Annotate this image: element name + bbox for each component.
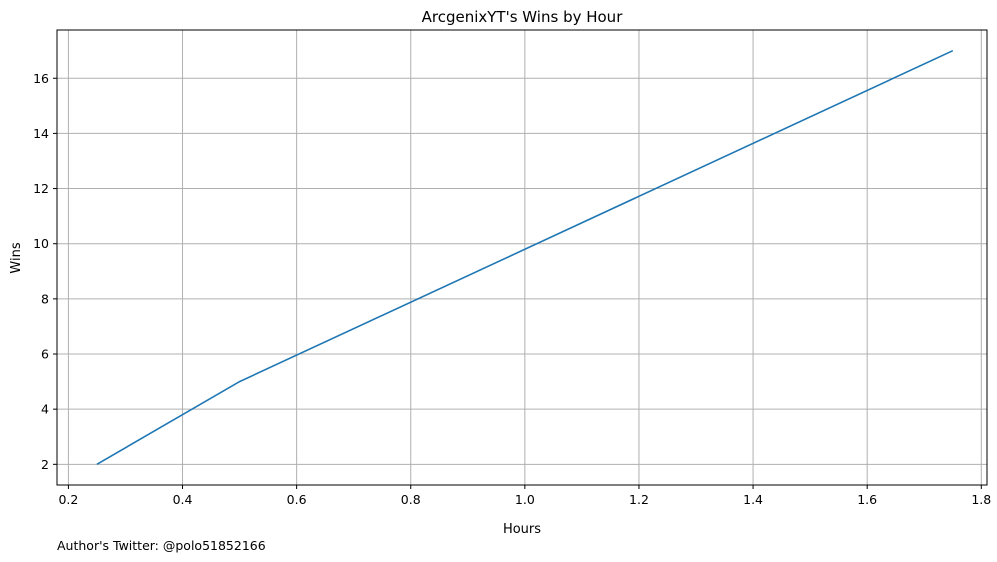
x-tick-label: 0.8 [401, 492, 421, 507]
x-axis-label: Hours [503, 522, 541, 537]
y-tick-label: 2 [41, 457, 49, 472]
chart-title: ArcgenixYT's Wins by Hour [422, 8, 624, 26]
x-axis: 0.2 0.4 0.6 0.8 1.0 1.2 1.4 1.6 1.8 [58, 485, 991, 507]
grid-lines [57, 30, 987, 485]
series-layer [96, 49, 954, 465]
y-tick-label: 16 [33, 71, 49, 86]
y-tick-label: 4 [41, 402, 49, 417]
x-tick-label: 1.8 [971, 492, 991, 507]
x-tick-label: 0.6 [287, 492, 307, 507]
x-tick-label: 1.0 [515, 492, 535, 507]
y-tick-label: 14 [33, 126, 49, 141]
y-axis: 2 4 6 8 10 12 14 16 [33, 71, 57, 472]
y-tick-label: 8 [41, 291, 49, 306]
y-tick-label: 10 [33, 236, 49, 251]
x-tick-label: 1.2 [629, 492, 649, 507]
x-tick-label: 1.4 [743, 492, 763, 507]
x-tick-label: 1.6 [857, 492, 877, 507]
y-tick-label: 12 [33, 181, 49, 196]
series-line [96, 49, 954, 465]
author-caption: Author's Twitter: @polo51852166 [57, 538, 266, 553]
y-tick-label: 6 [41, 347, 49, 362]
x-tick-label: 0.4 [173, 492, 193, 507]
x-tick-label: 0.2 [58, 492, 78, 507]
y-axis-label: Wins [9, 242, 24, 273]
plot-frame [56, 29, 988, 486]
